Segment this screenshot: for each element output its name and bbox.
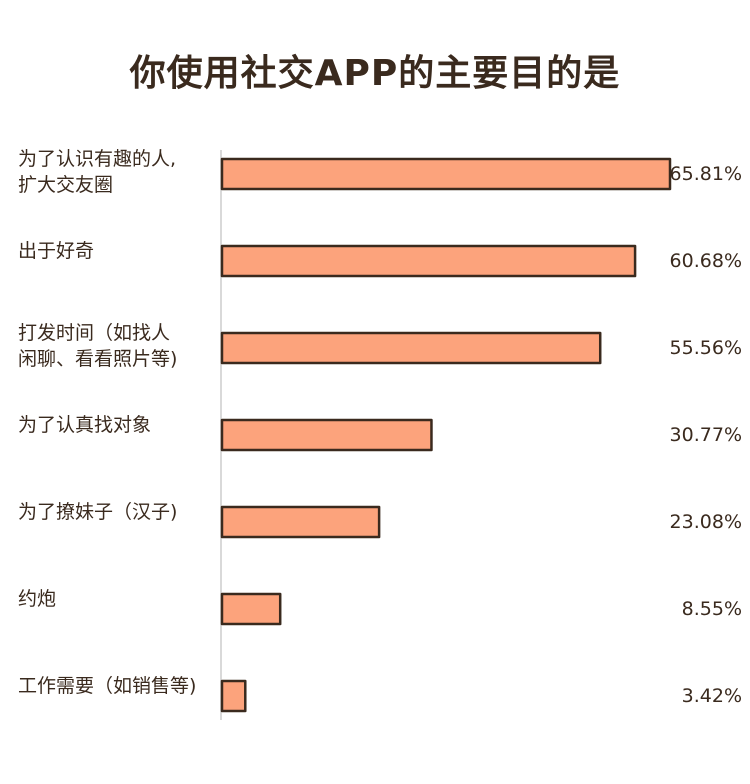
category-label-7: 工作需要（如销售等) [18, 673, 218, 699]
category-label-line: 为了认真找对象 [18, 414, 152, 436]
value-label-2: 60.68% [669, 250, 742, 272]
bar-2 [220, 244, 637, 278]
category-label-line: 为了认识有趣的人, [18, 148, 177, 170]
category-label-1: 为了认识有趣的人, 扩大交友圈 [18, 146, 218, 198]
value-label-7: 3.42% [681, 685, 742, 707]
value-label-6: 8.55% [681, 598, 742, 620]
bar-4 [220, 418, 433, 452]
value-label-3: 55.56% [669, 337, 742, 359]
category-label-5: 为了撩妹子（汉子) [18, 499, 218, 525]
category-label-6: 约炮 [18, 586, 218, 612]
chart-title: 你使用社交APP的主要目的是 [129, 53, 621, 94]
bar-5 [220, 505, 381, 539]
bar-7 [220, 679, 247, 713]
category-label-3: 打发时间（如找人 闲聊、看看照片等) [18, 320, 218, 372]
value-label-5: 23.08% [669, 511, 742, 533]
value-label-1: 65.81% [669, 163, 742, 185]
category-label-line: 闲聊、看看照片等) [18, 348, 178, 370]
bar-3 [220, 331, 602, 365]
category-label-line: 约炮 [18, 588, 57, 610]
value-label-4: 30.77% [669, 424, 742, 446]
bar-1 [220, 157, 672, 191]
category-label-line: 扩大交友圈 [18, 174, 114, 196]
category-label-line: 工作需要（如销售等) [18, 675, 197, 697]
category-label-line: 出于好奇 [18, 240, 95, 262]
category-label-line: 为了撩妹子（汉子) [18, 501, 178, 523]
category-label-2: 出于好奇 [18, 238, 218, 264]
bar-6 [220, 592, 282, 626]
category-label-4: 为了认真找对象 [18, 412, 218, 438]
category-label-line: 打发时间（如找人 [18, 322, 171, 344]
